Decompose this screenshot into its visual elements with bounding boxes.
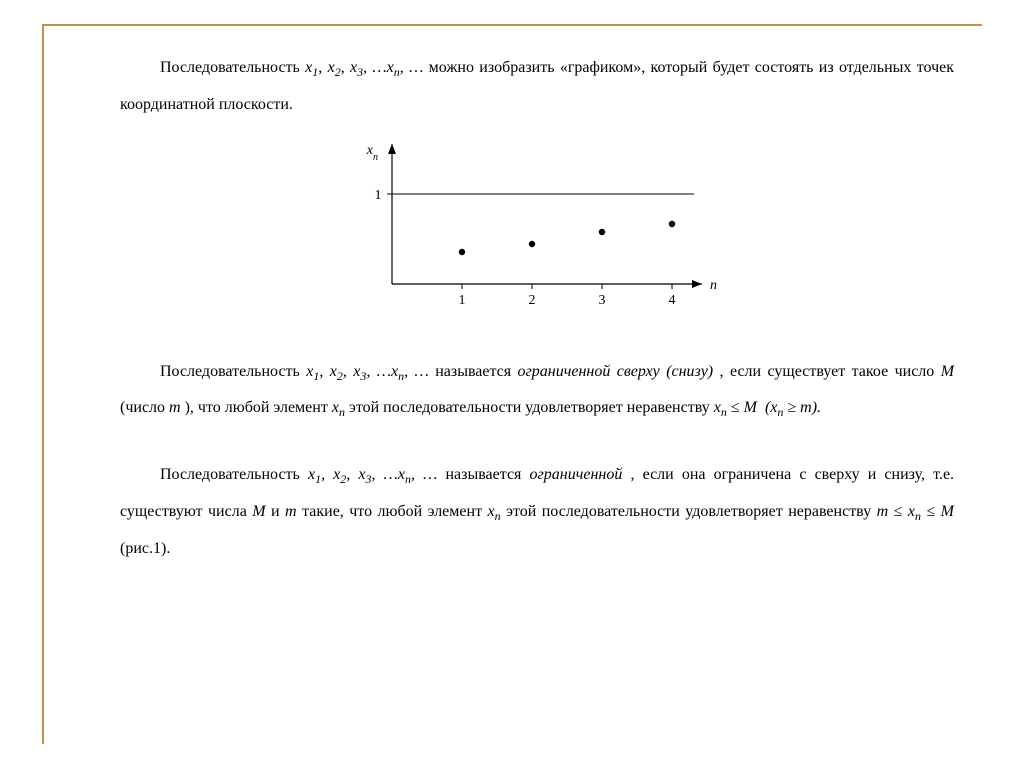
content-area: Последовательность x1, x2, x3, …xn, … мо… [120, 50, 954, 578]
p3-text-a: Последовательность [160, 466, 308, 483]
svg-text:n: n [710, 278, 717, 293]
sym-M-1: M [941, 363, 954, 380]
svg-text:xn: xn [366, 143, 378, 163]
chart-container: 1 xn n 1 2 3 4 [120, 134, 954, 324]
svg-text:1: 1 [459, 293, 466, 308]
p2-text-e: (число [120, 399, 169, 416]
p2-text-f: ), что любой элемент [185, 399, 332, 416]
p2-text-d: , если существует такое число [720, 363, 941, 380]
sym-m-2: m [285, 503, 297, 520]
p3-text-g: этой последовательности удовлетворяет не… [506, 503, 877, 520]
sequence-notation-2: x1, x2, x3, …xn, … [306, 363, 429, 380]
svg-text:1: 1 [375, 188, 382, 203]
svg-text:2: 2 [529, 293, 536, 308]
inequality-2: m ≤ xn ≤ M [877, 503, 954, 520]
p3-text-f: такие, что любой элемент [302, 503, 487, 520]
p2-text-g: этой последовательности удовлетворяет не… [349, 399, 714, 416]
sym-xn-1: xn [332, 399, 345, 416]
sym-xn-2: xn [488, 503, 501, 520]
p2-text-a: Последовательность [160, 363, 306, 380]
sequence-chart: 1 xn n 1 2 3 4 [352, 134, 722, 324]
p3-text-h: (рис.1). [120, 540, 170, 557]
p2-term: ограниченной сверху (снизу) [518, 363, 714, 380]
sym-m-1: m [169, 399, 181, 416]
slide: Последовательность x1, x2, x3, …xn, … мо… [0, 0, 1024, 768]
frame-border-left [42, 24, 44, 744]
paragraph-2: Последовательность x1, x2, x3, …xn, … на… [120, 354, 954, 428]
sym-M-2: M [252, 503, 265, 520]
p3-text-e: и [271, 503, 285, 520]
paragraph-3: Последовательность x1, x2, x3, …xn, … на… [120, 457, 954, 567]
sequence-notation-1: x1, x2, x3, …xn, … [305, 59, 423, 76]
p3-term: ограниченной [530, 466, 623, 483]
svg-text:4: 4 [669, 293, 676, 308]
p3-text-b: называется [445, 466, 529, 483]
svg-text:3: 3 [599, 293, 606, 308]
p1-text-a: Последовательность [160, 59, 305, 76]
paragraph-1: Последовательность x1, x2, x3, …xn, … мо… [120, 50, 954, 124]
frame-border-top [42, 24, 982, 26]
inequality-1: xn ≤ M (xn ≥ m). [714, 399, 821, 416]
sequence-notation-3: x1, x2, x3, …xn, … [308, 466, 437, 483]
p2-text-b: называется [435, 363, 517, 380]
